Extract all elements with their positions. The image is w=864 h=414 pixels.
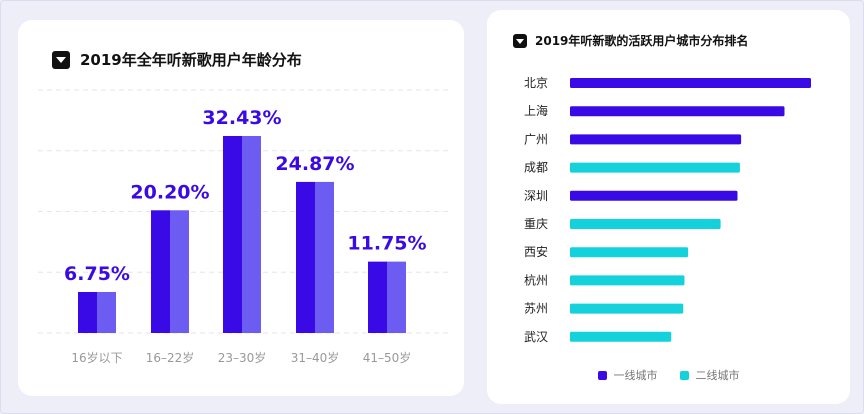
age-tick-label: 16岁以下 [71,350,122,365]
age-value-label: 20.20% [130,181,209,203]
age-chart-title: 2019年全年听新歌用户年龄分布 [80,51,302,69]
city-bar [570,78,811,88]
age-value-label: 6.75% [64,263,130,285]
city-label: 北京 [524,76,548,90]
city-bar [570,247,689,258]
age-bar-left-half [368,261,387,333]
legend-swatch [597,370,607,380]
city-ranking-card: 2019年听新歌的活跃用户城市分布排名 北京上海广州成都深圳重庆西安杭州苏州武汉… [487,10,850,404]
caret-down-icon[interactable] [513,33,527,48]
age-bar-left-half [296,181,315,333]
city-label: 武汉 [524,330,548,344]
city-label: 重庆 [524,217,548,231]
age-bar-right-half [387,261,406,333]
age-bar-left-half [78,291,97,333]
age-chart-header: 2019年全年听新歌用户年龄分布 [52,49,302,70]
city-bar [570,331,672,342]
legend-label: 一线城市 [613,369,658,382]
city-bar [570,303,684,314]
city-legend: 一线城市 二线城市 [487,367,850,383]
city-label: 深圳 [524,189,548,203]
age-tick-label: 23–30岁 [218,350,267,365]
city-bar [570,134,742,145]
city-chart-header: 2019年听新歌的活跃用户城市分布排名 [513,32,748,49]
city-label: 苏州 [524,302,548,316]
city-bar [570,219,721,229]
legend-item-tier1[interactable]: 一线城市 [597,367,658,383]
legend-label: 二线城市 [695,369,740,382]
age-bar-right-half [97,291,116,333]
city-label: 上海 [524,103,548,118]
city-label: 西安 [524,244,548,259]
age-bar-right-half [242,135,261,333]
age-bar-chart: 6.75% 16岁以下 20.20% 16–22岁 32.43% 23–30岁 24.87%… [38,89,448,365]
age-tick-label: 31–40岁 [291,350,340,365]
caret-down-icon[interactable] [52,50,70,69]
city-chart-title: 2019年听新歌的活跃用户城市分布排名 [535,34,749,48]
city-bar [570,275,685,286]
age-value-label: 24.87% [275,153,354,175]
age-bar-left-half [223,135,242,333]
age-bar-right-half [315,181,334,333]
city-bar [570,106,785,117]
city-bar [570,190,738,201]
age-distribution-card: 2019年全年听新歌用户年龄分布 6.75% 16岁以下 20.20% 16–22岁 3… [18,20,464,396]
age-bar-right-half [170,210,189,333]
city-label: 广州 [524,132,548,146]
city-label: 成都 [524,161,548,175]
legend-swatch [679,370,689,380]
age-tick-label: 16–22岁 [146,350,195,365]
age-value-label: 32.43% [202,107,281,129]
legend-item-tier2[interactable]: 二线城市 [679,367,740,383]
age-bar-left-half [151,210,170,333]
city-bar [570,162,740,173]
age-value-label: 11.75% [347,233,426,255]
age-tick-label: 41–50岁 [363,350,412,365]
city-label: 杭州 [524,272,548,287]
